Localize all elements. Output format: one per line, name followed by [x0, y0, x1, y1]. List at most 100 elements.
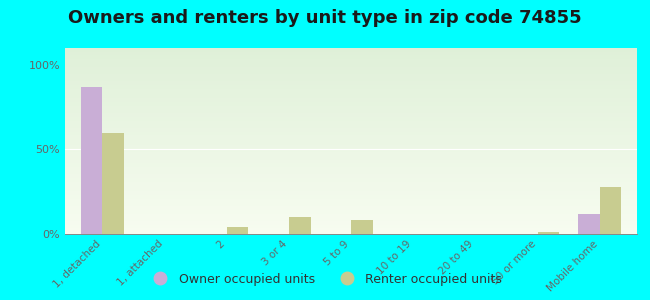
- Bar: [65, 113, 637, 115]
- Bar: [65, 74, 637, 76]
- Bar: [65, 115, 637, 117]
- Bar: [65, 82, 637, 83]
- Bar: [65, 59, 637, 61]
- Bar: [65, 126, 637, 128]
- Bar: [65, 150, 637, 152]
- Bar: [65, 176, 637, 178]
- Bar: [65, 89, 637, 91]
- Bar: [65, 128, 637, 130]
- Bar: [65, 200, 637, 202]
- Bar: [65, 124, 637, 126]
- Bar: [65, 193, 637, 195]
- Bar: [65, 217, 637, 219]
- Bar: [65, 172, 637, 175]
- Bar: [65, 202, 637, 204]
- Bar: [65, 110, 637, 111]
- Bar: [65, 161, 637, 163]
- Bar: [65, 156, 637, 158]
- Bar: [65, 52, 637, 54]
- Bar: [65, 182, 637, 184]
- Bar: [65, 72, 637, 74]
- Bar: [65, 230, 637, 232]
- Bar: [65, 165, 637, 167]
- Bar: [65, 122, 637, 124]
- Bar: [81, 87, 102, 234]
- Bar: [65, 94, 637, 96]
- Bar: [65, 158, 637, 160]
- Bar: [65, 141, 637, 143]
- Bar: [600, 187, 621, 234]
- Bar: [65, 145, 637, 147]
- Bar: [65, 102, 637, 104]
- Bar: [65, 210, 637, 212]
- Bar: [65, 214, 637, 215]
- Legend: Owner occupied units, Renter occupied units: Owner occupied units, Renter occupied un…: [143, 268, 507, 291]
- Bar: [65, 130, 637, 132]
- Bar: [65, 180, 637, 182]
- Bar: [65, 91, 637, 93]
- Bar: [65, 189, 637, 191]
- Bar: [102, 133, 124, 234]
- Bar: [289, 217, 311, 234]
- Bar: [65, 163, 637, 165]
- Bar: [65, 98, 637, 100]
- Bar: [65, 107, 637, 110]
- Bar: [65, 132, 637, 134]
- Bar: [65, 100, 637, 102]
- Bar: [65, 78, 637, 80]
- Bar: [65, 226, 637, 228]
- Bar: [65, 54, 637, 56]
- Bar: [351, 220, 372, 234]
- Bar: [65, 134, 637, 135]
- Bar: [65, 171, 637, 172]
- Bar: [65, 186, 637, 188]
- Bar: [65, 83, 637, 85]
- Bar: [65, 96, 637, 98]
- Bar: [65, 93, 637, 94]
- Bar: [65, 50, 637, 52]
- Bar: [65, 68, 637, 70]
- Bar: [65, 152, 637, 154]
- Bar: [65, 219, 637, 221]
- Bar: [65, 70, 637, 72]
- Bar: [65, 232, 637, 234]
- Bar: [65, 175, 637, 176]
- Bar: [65, 67, 637, 68]
- Bar: [65, 121, 637, 122]
- Bar: [65, 154, 637, 156]
- Bar: [65, 204, 637, 206]
- Bar: [65, 191, 637, 193]
- Bar: [65, 208, 637, 210]
- Bar: [65, 135, 637, 137]
- Bar: [65, 139, 637, 141]
- Bar: [227, 227, 248, 234]
- Bar: [65, 167, 637, 169]
- Bar: [65, 106, 637, 107]
- Bar: [65, 195, 637, 197]
- Bar: [65, 197, 637, 199]
- Bar: [65, 223, 637, 225]
- Bar: [65, 147, 637, 148]
- Bar: [65, 225, 637, 226]
- Bar: [65, 228, 637, 230]
- Bar: [65, 178, 637, 180]
- Bar: [578, 214, 600, 234]
- Bar: [538, 232, 559, 234]
- Bar: [65, 65, 637, 67]
- Bar: [65, 87, 637, 89]
- Bar: [65, 137, 637, 139]
- Bar: [65, 104, 637, 106]
- Bar: [65, 143, 637, 145]
- Bar: [65, 63, 637, 65]
- Text: Owners and renters by unit type in zip code 74855: Owners and renters by unit type in zip c…: [68, 9, 582, 27]
- Bar: [65, 56, 637, 57]
- Bar: [65, 221, 637, 223]
- Bar: [65, 188, 637, 189]
- Bar: [65, 169, 637, 171]
- Bar: [65, 111, 637, 113]
- Bar: [65, 206, 637, 208]
- Bar: [65, 57, 637, 59]
- Bar: [65, 80, 637, 82]
- Bar: [65, 61, 637, 63]
- Bar: [65, 184, 637, 186]
